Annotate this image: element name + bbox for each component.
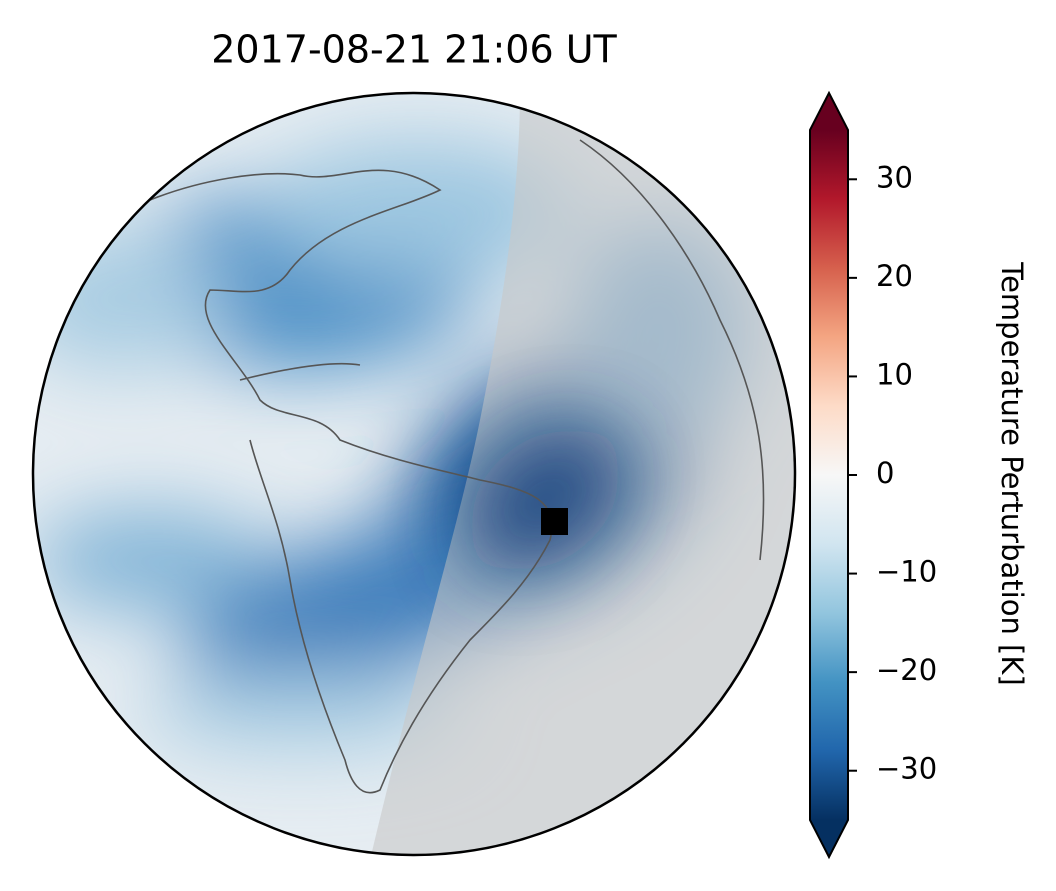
colorbar-tick-label: −30: [876, 752, 937, 786]
colorbar-tick-label: 20: [876, 259, 913, 293]
colorbar-tick-label: 30: [876, 160, 913, 194]
colorbar-tick-label: 10: [876, 357, 913, 391]
colorbar-tick-label: 0: [876, 456, 894, 490]
colorbar-label: Temperature Perturbation [K]: [995, 261, 1029, 685]
colorbar-extend-top: [810, 93, 848, 130]
colorbar-gradient: [810, 130, 848, 820]
colorbar-outline: [809, 90, 849, 860]
colorbar-tick-label: −20: [876, 653, 937, 687]
map-title: 2017-08-21 21:06 UT: [211, 28, 617, 72]
colorbar-tick-label: −10: [876, 555, 937, 589]
globe: [33, 93, 795, 855]
colorbar: 30 20 10 0 −10 −20 −30: [809, 90, 937, 860]
colorbar-extend-bottom: [810, 820, 848, 857]
